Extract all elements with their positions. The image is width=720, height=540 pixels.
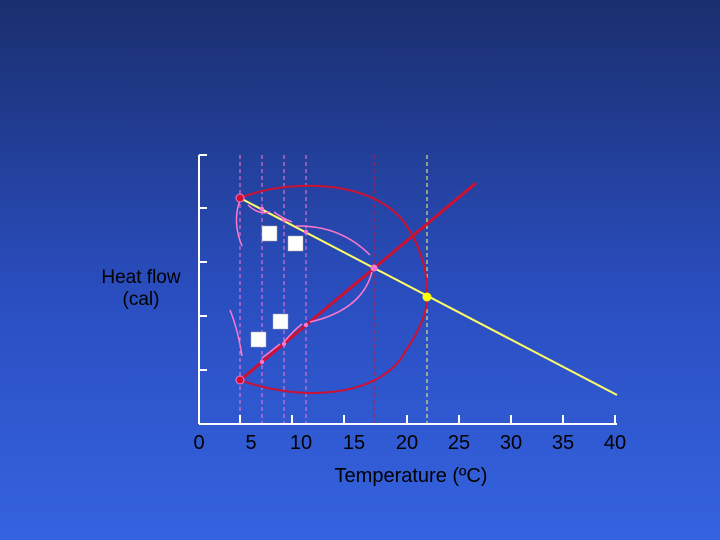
- x-tick-label: 20: [396, 432, 418, 454]
- step-arrow: [261, 343, 281, 359]
- step-arrow: [309, 271, 373, 323]
- x-tick-label: 30: [500, 432, 522, 454]
- step-arrows: [229, 199, 373, 359]
- step-arrow: [295, 225, 371, 256]
- x-tick-label: 5: [245, 432, 256, 454]
- step-dot: [259, 206, 265, 212]
- x-tick-label: 15: [343, 432, 365, 454]
- equilibrium-dot: [422, 292, 432, 302]
- x-tick-label: 35: [552, 432, 574, 454]
- step-dot: [281, 217, 287, 223]
- step-arrow: [229, 309, 243, 357]
- mixing-box: [250, 331, 267, 348]
- guide-lines: [239, 155, 428, 424]
- upper-arc: [239, 184, 429, 298]
- step-dots: [259, 206, 309, 365]
- lower-arc: [239, 296, 429, 394]
- step-dot: [281, 341, 287, 347]
- x-tick-label: 0: [193, 432, 204, 454]
- intermediate-dot: [370, 264, 378, 272]
- cold-start-dot: [235, 375, 245, 385]
- x-tick-label: 25: [448, 432, 470, 454]
- x-axis: [199, 415, 617, 425]
- y-axis: [198, 154, 207, 424]
- hot-start-dot: [235, 193, 245, 203]
- y-axis-title-line1: Heat flow: [101, 267, 180, 288]
- mixing-boxes: [250, 225, 304, 348]
- x-axis-title: Temperature (ºC): [335, 465, 488, 487]
- x-tick-label: 10: [290, 432, 312, 454]
- step-arrow: [235, 199, 243, 247]
- y-axis-title-line2: (cal): [123, 289, 160, 310]
- x-tick-label: 40: [604, 432, 626, 454]
- step-dot: [303, 229, 309, 235]
- step-arrow: [247, 204, 271, 214]
- mixing-box: [272, 313, 289, 330]
- step-dot: [303, 322, 309, 328]
- mixing-box: [261, 225, 278, 242]
- warming-line: [237, 181, 477, 384]
- step-arrow: [283, 323, 303, 343]
- step-dot: [259, 359, 265, 365]
- x-tick-labels: 0 5 10 15 20 25 30 35 40: [193, 432, 626, 454]
- mixing-box: [287, 235, 304, 252]
- step-arrow: [273, 211, 293, 223]
